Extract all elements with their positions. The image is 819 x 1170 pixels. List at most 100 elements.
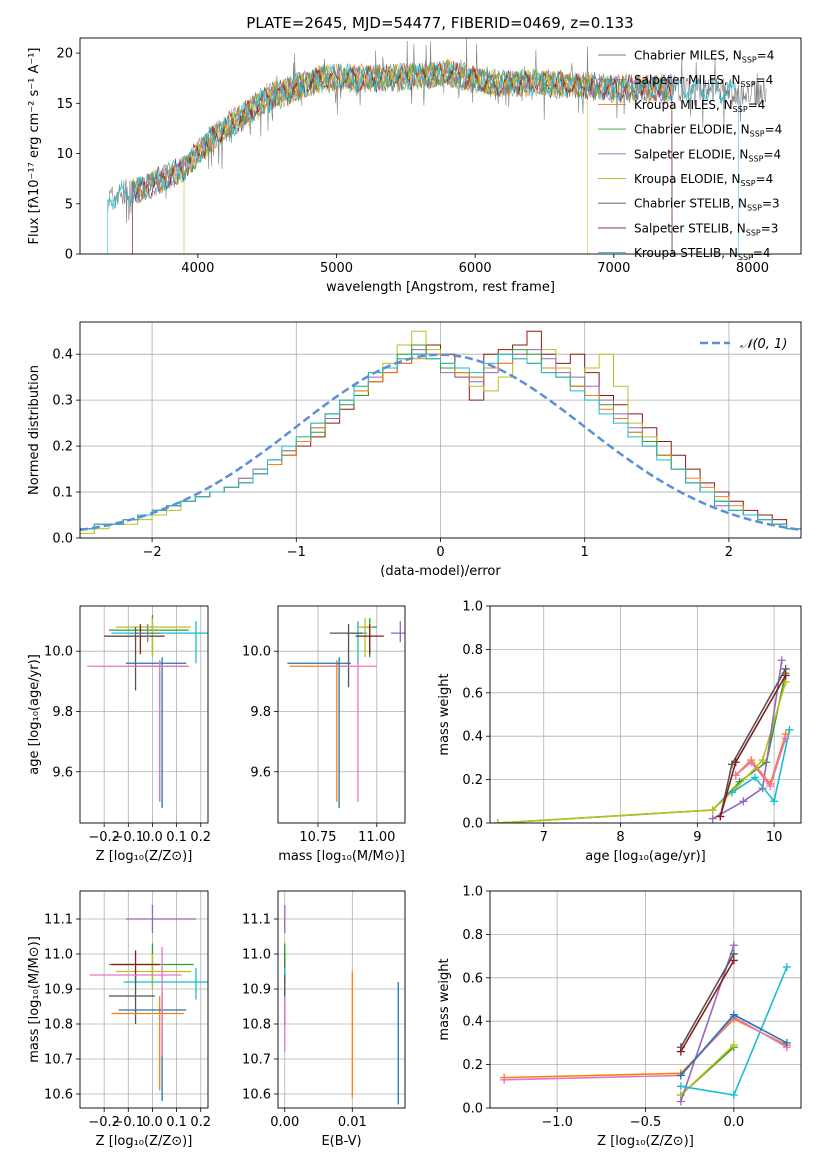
x-tick-label: 0.01: [338, 1115, 367, 1130]
weight-line: [712, 660, 783, 820]
y-axis-label: mass weight: [437, 958, 452, 1040]
legend-label: 𝒩(0, 1): [740, 337, 787, 352]
legend-label: Kroupa STELIB, NSSP=4: [634, 246, 771, 262]
y-tick-label: 10.8: [242, 1018, 271, 1033]
weight-marker: [781, 734, 790, 743]
x-tick-label: 0.0: [724, 1115, 745, 1130]
weight-marker: [729, 1041, 738, 1050]
axes-frame: [277, 605, 406, 824]
y-tick-label: 9.6: [250, 765, 271, 780]
x-axis-label: wavelength [Angstrom, rest frame]: [326, 280, 555, 295]
figure-title: PLATE=2645, MJD=54477, FIBERID=0469, z=0…: [246, 14, 633, 32]
weight-marker: [493, 819, 502, 823]
weight-marker: [729, 956, 738, 965]
x-tick-label: 0.1: [166, 830, 187, 845]
weight-marker: [731, 758, 740, 767]
y-tick-label: 0.1: [52, 486, 73, 501]
axes-frame: [489, 890, 802, 1109]
plot-area: [87, 615, 208, 808]
y-tick-label: 0.3: [52, 394, 73, 409]
y-tick-label: 10.6: [242, 1088, 271, 1103]
x-tick-label: −0.1: [113, 1115, 145, 1130]
weight-marker: [782, 962, 791, 971]
y-tick-label: 10.8: [44, 1018, 73, 1033]
x-tick-label: 1: [581, 545, 589, 560]
y-axis-label: mass weight: [437, 673, 452, 755]
x-tick-label: 0.1: [166, 1115, 187, 1130]
gaussian-curve: [80, 353, 801, 532]
weight-line: [735, 738, 787, 788]
weight-marker: [758, 756, 767, 765]
weight-marker: [729, 1010, 738, 1019]
x-tick-label: 6000: [459, 261, 492, 276]
legend-label: Salpeter MILES, NSSP=4: [634, 73, 773, 89]
weight-marker: [781, 671, 790, 680]
weight-line: [680, 959, 735, 1053]
weight-marker: [782, 1038, 791, 1047]
axes-frame: [79, 605, 209, 824]
y-tick-label: 1.0: [462, 885, 483, 900]
weight-marker: [729, 941, 738, 950]
weight-marker: [766, 782, 775, 791]
y-tick-label: 9.8: [250, 705, 271, 720]
y-tick-label: 0.0: [462, 1102, 483, 1117]
axes-frame: [79, 37, 802, 255]
panel-age_vs_Z: −0.2−0.10.0 0.1 0.2 9.6 9.8 10.0 Z [log₁₀(Z/Z⊙…: [27, 605, 211, 864]
y-tick-label: 0.4: [462, 1015, 483, 1030]
y-tick-label: 0.8: [462, 643, 483, 658]
panel-spectrum: 4000 5000 6000 7000 8000 0 5 10 15 20 wavelength […: [27, 37, 802, 295]
y-tick-label: 11.1: [242, 913, 271, 928]
y-tick-label: 10.0: [242, 645, 271, 660]
panel-residuals: −2 −1 0 1 2 0.0 0.1 0.2 0.3 0.4 (data-model)/error…: [27, 321, 802, 579]
y-tick-label: 9.8: [52, 705, 73, 720]
weight-marker: [708, 805, 717, 814]
x-tick-label: 10: [766, 830, 783, 845]
grid: [278, 606, 405, 823]
weight-line: [680, 953, 735, 1048]
plot-area: [493, 656, 794, 823]
y-axis-label: age [log₁₀(age/yr)]: [27, 654, 42, 775]
x-tick-label: −0.1: [113, 830, 145, 845]
y-tick-label: 10.6: [44, 1088, 73, 1103]
legend-label: Kroupa ELODIE, NSSP=4: [634, 172, 773, 188]
legend-label: Kroupa MILES, NSSP=4: [634, 98, 765, 114]
plot-area: [89, 905, 208, 1101]
legend-label: Chabrier ELODIE, NSSP=4: [634, 123, 782, 139]
plot-area: [107, 38, 767, 254]
weight-marker: [731, 771, 740, 780]
y-tick-label: 0.8: [462, 928, 483, 943]
y-tick-label: 10.9: [44, 983, 73, 998]
weight-marker: [676, 1047, 685, 1056]
x-axis-label: (data-model)/error: [380, 564, 501, 579]
x-tick-label: −2: [143, 545, 162, 560]
x-axis-label: Z [log₁₀(Z/Z⊙)]: [597, 1134, 694, 1149]
y-tick-label: 0.2: [462, 1058, 483, 1073]
plot-area: [284, 905, 399, 1105]
panel-weight_vs_age: 7 8 9 10 0.0 0.2 0.4 0.6 0.8 1.0 age [log₁₀(age/yr…: [437, 600, 802, 864]
x-tick-label: −1.0: [541, 1115, 573, 1130]
axes-frame: [277, 890, 406, 1109]
x-tick-label: 0.00: [270, 1115, 299, 1130]
x-tick-label: −0.2: [88, 830, 120, 845]
y-tick-label: 0.4: [462, 730, 483, 745]
x-tick-label: 8: [616, 830, 624, 845]
y-tick-label: 10.7: [242, 1053, 271, 1068]
y-tick-label: 0.0: [52, 532, 73, 547]
weight-line: [680, 1044, 735, 1096]
legend-label: Salpeter STELIB, NSSP=3: [634, 221, 778, 237]
axes-frame: [79, 321, 802, 539]
weight-marker: [747, 758, 756, 767]
plot-area: [500, 941, 791, 1106]
x-tick-label: 0.0: [142, 830, 163, 845]
y-tick-label: 10: [56, 147, 73, 162]
y-tick-label: 0.6: [462, 686, 483, 701]
weight-line: [680, 945, 735, 1102]
x-tick-label: 0: [436, 545, 444, 560]
axes-frame: [489, 605, 802, 824]
weight-marker: [758, 784, 767, 793]
weight-marker: [770, 797, 779, 806]
y-axis-label: Flux [fλ10⁻¹⁷ erg cm⁻² s⁻¹ A⁻¹]: [27, 48, 42, 245]
y-tick-label: 1.0: [462, 600, 483, 615]
weight-marker: [708, 814, 717, 823]
x-tick-label: −0.5: [630, 1115, 662, 1130]
